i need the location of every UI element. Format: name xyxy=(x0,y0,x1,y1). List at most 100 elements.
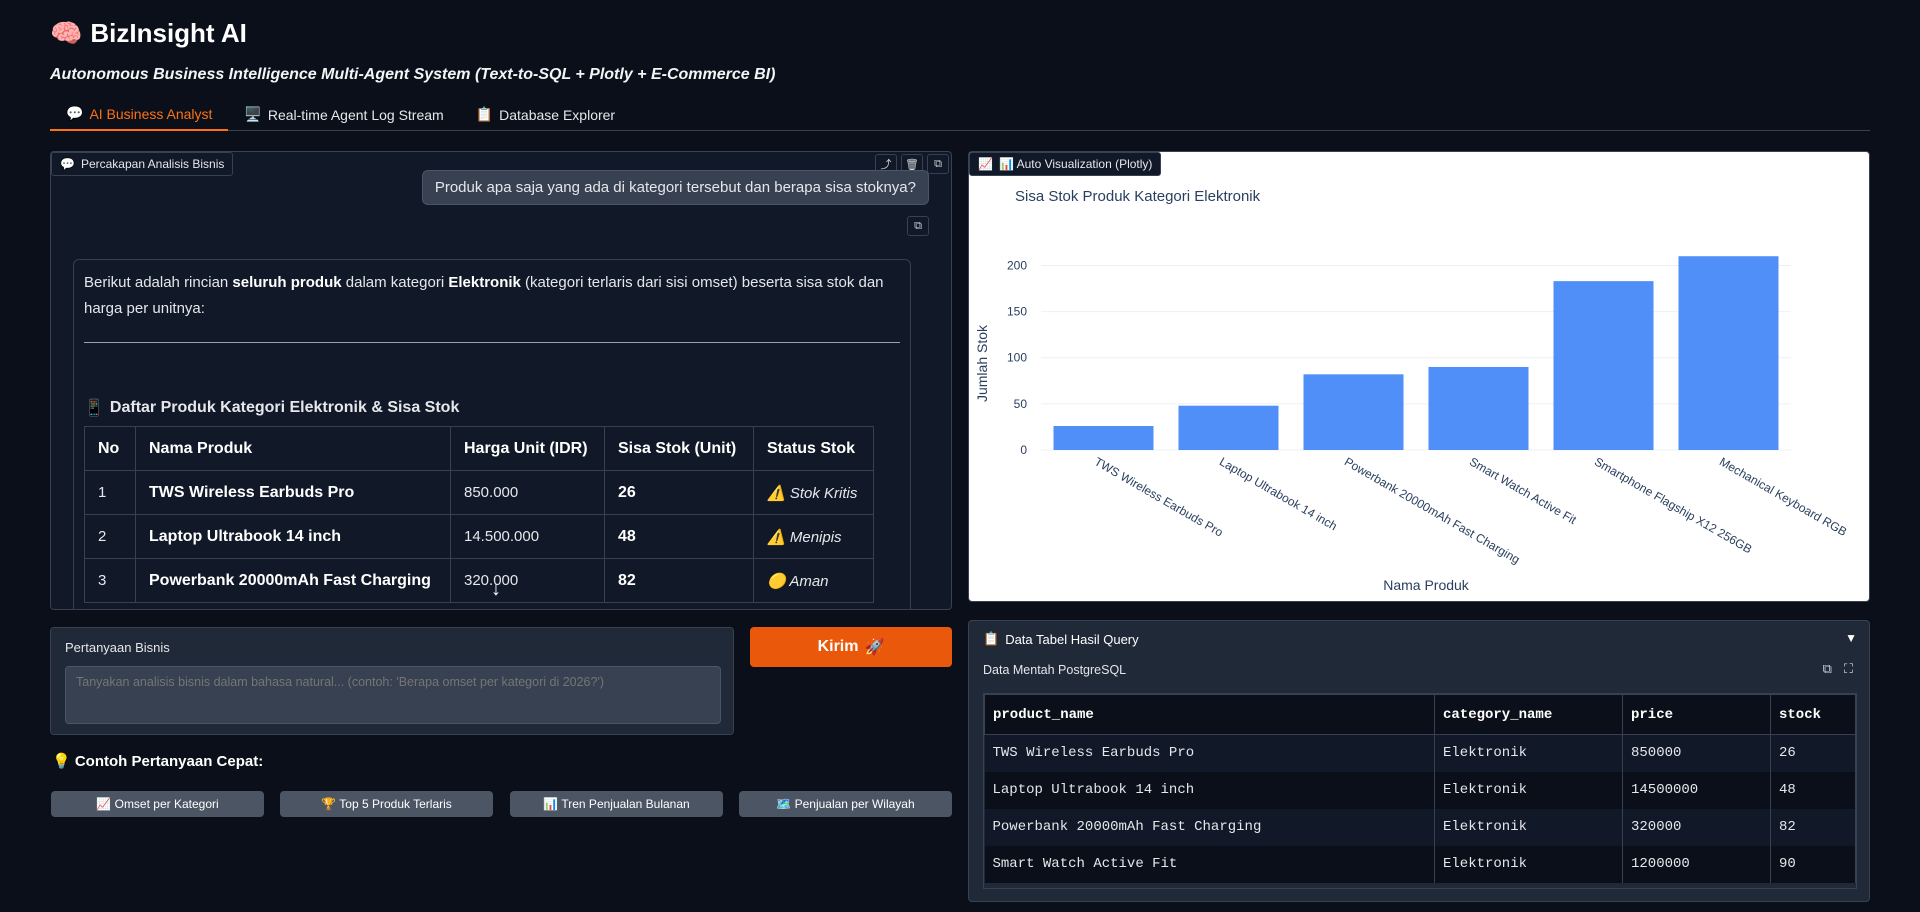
phone-icon: 📱 xyxy=(84,400,104,417)
cell-name: Laptop Ultrabook 14 inch xyxy=(135,514,451,559)
cell: 320000 xyxy=(1622,808,1771,846)
y-tick-label: 0 xyxy=(1020,443,1027,457)
intro-bold: seluruh produk xyxy=(232,274,342,291)
cell-no: 2 xyxy=(84,514,136,559)
tab-ai-business-analyst[interactable]: 💬 AI Business Analyst xyxy=(50,98,229,131)
y-axis-label: Jumlah Stok xyxy=(974,324,990,402)
fullscreen-icon[interactable]: ⛶ xyxy=(1843,661,1853,676)
cell: Powerbank 20000mAh Fast Charging xyxy=(984,808,1435,846)
y-tick-label: 200 xyxy=(1007,258,1027,272)
copy-icon[interactable]: ⧉ xyxy=(907,216,929,236)
col-header: No xyxy=(84,426,136,471)
cell: Elektronik xyxy=(1434,771,1623,809)
table-row: 2 Laptop Ultrabook 14 inch 14.500.000 48… xyxy=(84,514,874,559)
chat-toolbar: ⤴ 🗑 ⧉ xyxy=(875,154,949,174)
col-header: product_name xyxy=(984,694,1435,735)
bar xyxy=(1678,256,1779,450)
table-row: Laptop Ultrabook 14 inch Elektronik 145000… xyxy=(984,771,1856,809)
col-header: stock xyxy=(1770,694,1856,735)
data-table-scroll[interactable]: product_name category_name price stock T… xyxy=(983,693,1857,889)
bar xyxy=(1053,426,1154,450)
question-input[interactable] xyxy=(65,666,721,724)
quick-button-omset[interactable]: 📈 Omset per Kategori xyxy=(51,791,264,817)
copy-icon[interactable]: ⧉ xyxy=(1822,661,1832,676)
warning-icon: ⚠️ xyxy=(767,528,786,546)
copy-all-icon[interactable]: ⧉ xyxy=(927,154,949,174)
send-button[interactable]: Kirim 🚀 xyxy=(750,627,952,667)
table-row: TWS Wireless Earbuds Pro Elektronik 850000… xyxy=(984,734,1856,772)
status-text: Stok Kritis xyxy=(789,484,858,502)
cell-price: 850.000 xyxy=(450,470,605,515)
cell: Elektronik xyxy=(1434,808,1623,846)
chat-panel[interactable]: 💬 Percakapan Analisis Bisnis ⤴ 🗑 ⧉ Produ… xyxy=(50,151,952,610)
bot-intro: Berikut adalah rincian seluruh produk da… xyxy=(84,270,900,322)
brain-icon: 🧠 xyxy=(50,18,83,48)
cell-no: 1 xyxy=(84,470,136,515)
x-tick-label: Laptop Ultrabook 14 inch xyxy=(1217,454,1340,533)
circle-icon: 🟡 xyxy=(767,572,786,590)
chart-icon: 📈 xyxy=(978,157,993,171)
data-table-toolbar: ⧉ ⛶ xyxy=(1823,661,1853,677)
tab-label: Database Explorer xyxy=(499,106,616,123)
warning-icon: ⚠️ xyxy=(767,484,786,502)
cell-no: 3 xyxy=(84,558,136,603)
send-label: Kirim xyxy=(817,638,859,655)
collapse-caret-icon[interactable]: ▼ xyxy=(1845,631,1857,645)
cell-status: 🟡 Aman xyxy=(753,558,874,603)
table-row: 1 TWS Wireless Earbuds Pro 850.000 26 ⚠️… xyxy=(84,470,874,515)
quick-button-top5[interactable]: 🏆 Top 5 Produk Terlaris xyxy=(280,791,493,817)
cell: 1200000 xyxy=(1622,845,1771,883)
x-tick-label: Smart Watch Active Fit xyxy=(1467,454,1579,527)
data-table-header[interactable]: 📋 Data Tabel Hasil Query xyxy=(983,631,1139,647)
product-table-title-text: Daftar Produk Kategori Elektronik & Sisa… xyxy=(109,399,460,416)
cell: 14500000 xyxy=(1622,771,1771,809)
col-header: price xyxy=(1622,694,1771,735)
visualization-panel[interactable]: 0 50 100 150 200 TWS Wireless Earbuds Pro Lapt… xyxy=(968,151,1870,602)
y-tick-label: 50 xyxy=(1014,397,1028,411)
app-title-text: BizInsight AI xyxy=(90,18,247,48)
viz-label: 📈 📊 Auto Visualization (Plotly) xyxy=(969,152,1162,176)
cell-price: 14.500.000 xyxy=(450,514,605,559)
cell-name: Powerbank 20000mAh Fast Charging xyxy=(135,558,451,603)
cell-name: TWS Wireless Earbuds Pro xyxy=(135,470,451,515)
tab-bar: 💬 AI Business Analyst 🖥️ Real-time Agent… xyxy=(50,98,1870,131)
chart-title: Sisa Stok Produk Kategori Elektronik xyxy=(1015,188,1261,205)
quick-button-tren[interactable]: 📊 Tren Penjualan Bulanan xyxy=(510,791,723,817)
tab-database-explorer[interactable]: 📋 Database Explorer xyxy=(460,98,631,131)
bar xyxy=(1428,366,1529,450)
cell: Laptop Ultrabook 14 inch xyxy=(984,771,1435,809)
cell-stock: 26 xyxy=(604,470,754,515)
tab-label: AI Business Analyst xyxy=(89,105,213,122)
col-header: Harga Unit (IDR) xyxy=(450,426,605,471)
bar-chart[interactable]: 0 50 100 150 200 TWS Wireless Earbuds ProLapt… xyxy=(969,152,1869,601)
table-row: 3 Powerbank 20000mAh Fast Charging 320.0… xyxy=(84,558,874,603)
data-table: product_name category_name price stock T… xyxy=(984,694,1856,883)
intro-part: dalam kategori xyxy=(341,274,449,291)
data-table-title: Data Tabel Hasil Query xyxy=(1005,631,1139,647)
viz-label-text: 📊 Auto Visualization (Plotly) xyxy=(998,157,1153,171)
chat-label-text: Percakapan Analisis Bisnis xyxy=(80,157,225,171)
scroll-down-icon[interactable]: ↓ xyxy=(491,578,501,600)
cell: TWS Wireless Earbuds Pro xyxy=(984,734,1435,772)
intro-bold: Elektronik xyxy=(448,274,521,291)
cell: 82 xyxy=(1770,808,1856,846)
quick-button-wilayah[interactable]: 🗺️ Penjualan per Wilayah xyxy=(739,791,952,817)
cell-stock: 48 xyxy=(604,514,754,559)
product-table-title: 📱 Daftar Produk Kategori Elektronik & Si… xyxy=(84,398,900,418)
quick-questions-title: 💡 Contoh Pertanyaan Cepat: xyxy=(52,753,264,770)
product-table: No Nama Produk Harga Unit (IDR) Sisa Sto… xyxy=(84,426,874,603)
y-tick-label: 100 xyxy=(1007,351,1027,365)
tab-label: Real-time Agent Log Stream xyxy=(267,106,444,123)
x-tick-label: Mechanical Keyboard RGB xyxy=(1717,454,1849,538)
trash-icon[interactable]: 🗑 xyxy=(901,154,923,174)
col-header: Nama Produk xyxy=(135,426,451,471)
cell: Smart Watch Active Fit xyxy=(984,845,1435,883)
tab-agent-log-stream[interactable]: 🖥️ Real-time Agent Log Stream xyxy=(228,98,459,131)
app-title: 🧠 BizInsight AI xyxy=(50,18,247,49)
monitor-icon: 🖥️ xyxy=(244,106,262,122)
cell-price: 320.000 xyxy=(450,558,605,603)
bar xyxy=(1178,405,1279,450)
divider xyxy=(84,342,900,343)
cell: 48 xyxy=(1770,771,1856,809)
y-tick-label: 150 xyxy=(1007,305,1027,319)
